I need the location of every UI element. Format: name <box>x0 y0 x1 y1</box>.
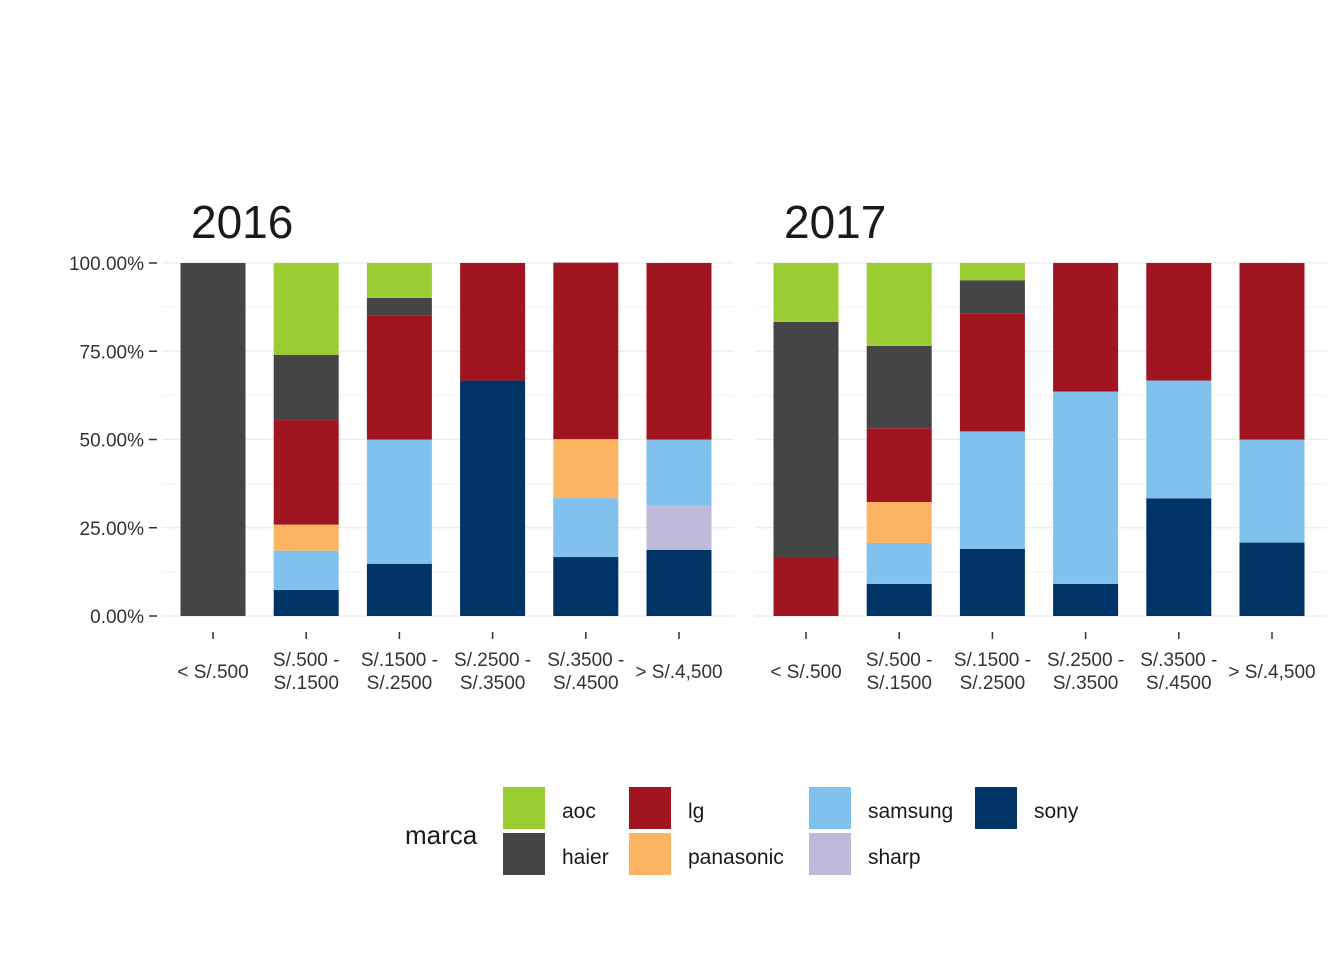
bar-segment-samsung <box>866 542 932 584</box>
x-tick-label: S/.3500 <box>1053 673 1119 694</box>
bar-segment-sony <box>1239 542 1305 616</box>
bar-segment-lg <box>273 420 339 525</box>
x-tick-label: S/.1500 - <box>954 650 1031 671</box>
x-tick-label: S/.3500 - <box>547 650 624 671</box>
y-tick-label: 100.00% <box>69 254 144 275</box>
legend-swatch-panasonic <box>629 833 671 875</box>
legend-title: marca <box>405 820 478 850</box>
legend-swatch-lg <box>629 787 671 829</box>
x-tick-label: S/.2500 - <box>454 650 531 671</box>
bar-segment-aoc <box>273 263 339 355</box>
y-tick-label: 75.00% <box>80 342 145 363</box>
bar-segment-aoc <box>773 263 839 322</box>
bar-segment-samsung <box>646 439 712 506</box>
legend-label-panasonic: panasonic <box>688 846 784 869</box>
x-tick-label: S/.2500 <box>367 673 433 694</box>
bar-segment-haier <box>366 297 432 316</box>
bar-segment-lg <box>866 428 932 502</box>
bar-segment-samsung <box>553 498 619 558</box>
bar-segment-haier <box>773 321 839 558</box>
x-tick-label: S/.1500 - <box>361 650 438 671</box>
bar-segment-lg <box>460 263 526 381</box>
bar-segment-samsung <box>273 550 339 590</box>
bar-segment-sony <box>959 548 1025 616</box>
bar-segment-aoc <box>866 263 932 346</box>
legend-label-haier: haier <box>562 846 609 869</box>
x-tick-label: S/.4500 <box>1146 673 1212 694</box>
bar-segment-sony <box>866 583 932 616</box>
y-tick-label: 50.00% <box>80 431 145 452</box>
x-tick-label: < S/.500 <box>770 662 841 683</box>
bar-segment-lg <box>773 557 839 616</box>
bar-segment-haier <box>180 263 246 616</box>
bar-segment-samsung <box>1146 380 1212 499</box>
x-tick-label: S/.3500 - <box>1140 650 1217 671</box>
bar-segment-panasonic <box>553 439 619 499</box>
facet-title-2016: 2016 <box>191 196 293 248</box>
bar-segment-lg <box>1053 263 1119 392</box>
bar-segment-sony <box>1053 583 1119 616</box>
bar-segment-samsung <box>366 439 432 564</box>
x-tick-label: S/.1500 <box>866 673 932 694</box>
bar-segment-lg <box>959 313 1025 432</box>
x-tick-label: S/.2500 - <box>1047 650 1124 671</box>
x-tick-label: S/.500 - <box>273 650 340 671</box>
bar-segment-samsung <box>959 431 1025 549</box>
bar-segment-haier <box>959 280 1025 314</box>
bar-segment-sony <box>366 563 432 616</box>
bar-segment-lg <box>1146 263 1212 381</box>
bar-segment-sony <box>646 549 712 616</box>
facet-title-2017: 2017 <box>784 196 886 248</box>
bar-segment-lg <box>366 315 432 440</box>
y-tick-label: 0.00% <box>90 607 144 628</box>
bar-segment-panasonic <box>866 501 932 543</box>
bar-segment-sony <box>460 380 526 616</box>
bar-segment-lg <box>553 262 619 440</box>
legend-swatch-haier <box>503 833 545 875</box>
bar-segment-lg <box>646 263 712 440</box>
bar-segment-sony <box>553 557 619 616</box>
x-tick-label: > S/.4,500 <box>635 662 722 683</box>
legend-swatch-aoc <box>503 787 545 829</box>
legend-swatch-samsung <box>809 787 851 829</box>
legend-label-sharp: sharp <box>868 846 921 869</box>
bar-segment-haier <box>273 354 339 421</box>
bar-segment-sony <box>273 589 339 616</box>
x-tick-label: S/.1500 <box>273 673 339 694</box>
y-tick-label: 25.00% <box>80 519 145 540</box>
legend-swatch-sony <box>975 787 1017 829</box>
bar-segment-sharp <box>646 505 712 550</box>
bar-segment-sony <box>1146 498 1212 616</box>
bar-segment-aoc <box>366 263 432 298</box>
x-tick-label: S/.2500 <box>960 673 1026 694</box>
x-tick-label: S/.3500 <box>460 673 526 694</box>
x-tick-label: < S/.500 <box>177 662 248 683</box>
bar-segment-samsung <box>1053 391 1119 584</box>
legend-label-lg: lg <box>688 800 704 823</box>
bar-segment-lg <box>1239 263 1305 440</box>
legend-label-aoc: aoc <box>562 800 596 823</box>
bar-segment-panasonic <box>273 524 339 551</box>
legend-swatch-sharp <box>809 833 851 875</box>
bar-segment-haier <box>866 345 932 429</box>
x-tick-label: S/.500 - <box>866 650 933 671</box>
bar-segment-aoc <box>959 263 1025 281</box>
legend-label-sony: sony <box>1034 800 1079 823</box>
x-tick-label: S/.4500 <box>553 673 619 694</box>
legend-label-samsung: samsung <box>868 800 953 823</box>
x-tick-label: > S/.4,500 <box>1228 662 1315 683</box>
bar-segment-samsung <box>1239 439 1305 543</box>
